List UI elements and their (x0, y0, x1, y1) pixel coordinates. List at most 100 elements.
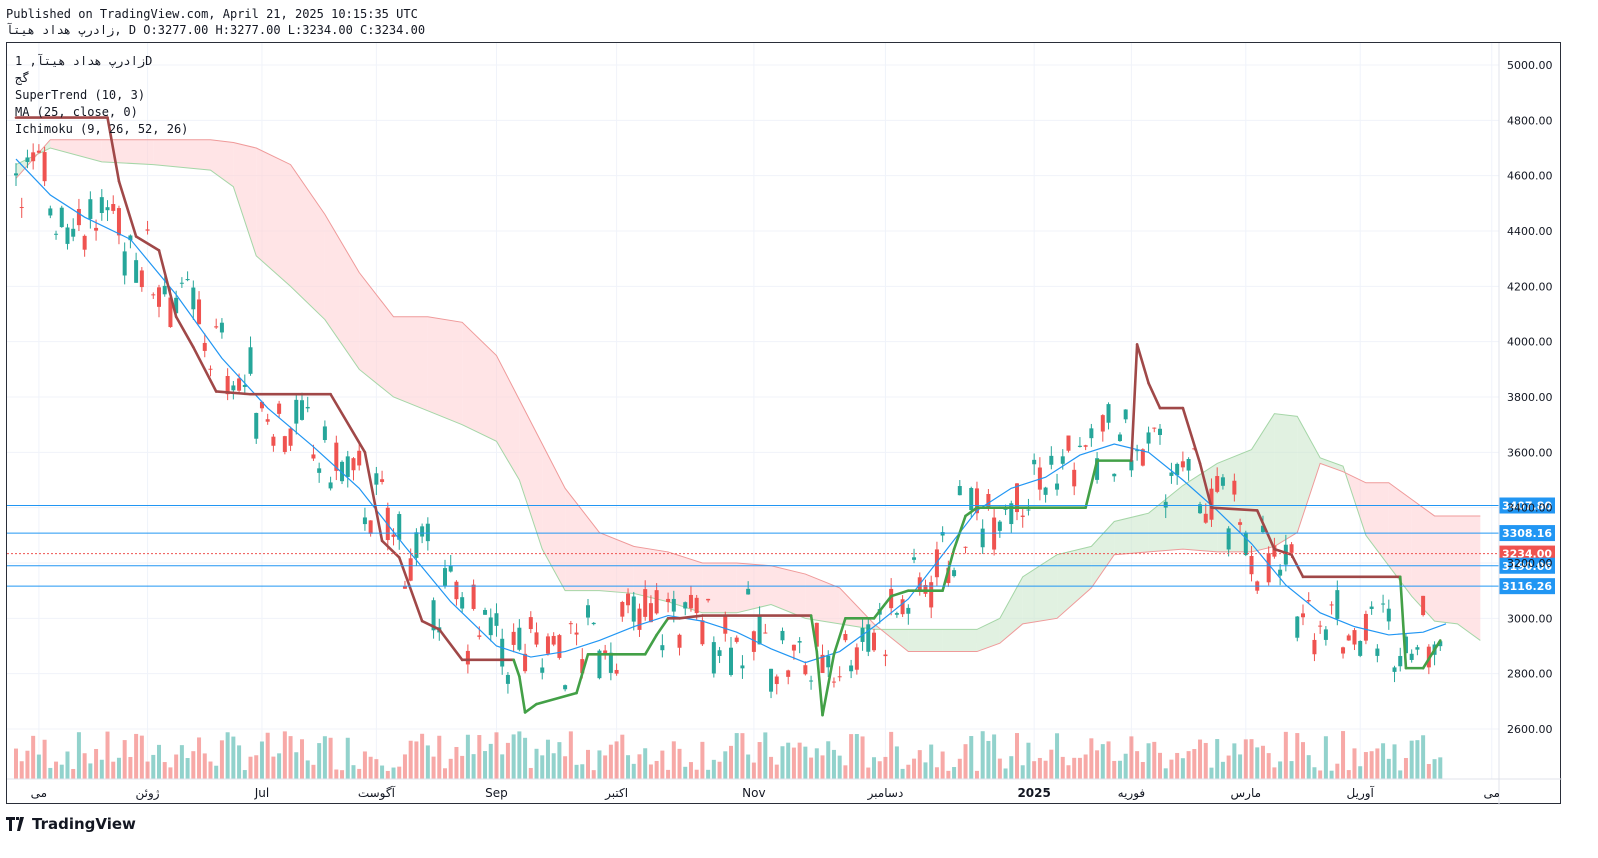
volume-bar (265, 732, 270, 779)
volume-bar (557, 742, 562, 779)
volume-bar (362, 751, 367, 779)
volume-bar (986, 740, 991, 779)
candle-body (1169, 472, 1174, 476)
candle-body (1106, 404, 1111, 423)
volume-bar (1352, 748, 1357, 779)
candle-body (36, 150, 41, 153)
volume-bar (465, 734, 470, 779)
candle-body (225, 376, 230, 395)
candle-body (757, 615, 762, 645)
candle-body (334, 442, 339, 471)
volume-bar (1123, 753, 1128, 779)
candle-body (174, 297, 179, 314)
supertrend-segment (1181, 406, 1202, 465)
price-label: 3116.26 (1502, 580, 1552, 593)
volume-bar (1255, 747, 1260, 779)
tradingview-brand[interactable]: TradingView (6, 815, 136, 833)
candle-body (88, 199, 93, 219)
x-tick-label: آوریل (1347, 785, 1375, 801)
candle-body (231, 385, 236, 391)
volume-bar (259, 741, 264, 779)
candle-body (357, 450, 362, 466)
candle-body (1203, 513, 1208, 523)
supertrend-segment (1084, 459, 1099, 509)
x-tick-label: اکتبر (604, 786, 628, 801)
candle-body (1180, 461, 1185, 468)
volume-bar (443, 768, 447, 779)
candle-body (1186, 458, 1191, 471)
volume-bar (145, 761, 150, 779)
volume-bar (1043, 760, 1048, 779)
volume-bar (1329, 770, 1334, 779)
volume-bar (374, 759, 379, 779)
supertrend-segment (952, 514, 967, 551)
tradingview-logo-icon (6, 817, 24, 831)
volume-bar (471, 754, 476, 779)
candle-body (940, 532, 945, 536)
price-label: 3234.00 (1502, 548, 1552, 561)
candle-body (1100, 415, 1105, 432)
candle-body (59, 207, 64, 228)
ichimoku-cloud-segment (324, 214, 360, 370)
candle-body (1220, 477, 1225, 486)
candle-body (1072, 469, 1077, 487)
candle-body (168, 297, 173, 328)
volume-bar (580, 764, 585, 779)
volume-bar (1163, 768, 1168, 779)
volume-bar (866, 767, 871, 779)
candle-body (340, 461, 345, 482)
volume-bar (826, 741, 831, 779)
volume-bar (1095, 750, 1100, 779)
volume-bar (1249, 739, 1254, 779)
ichimoku-cloud-segment (908, 629, 943, 652)
volume-bar (414, 741, 419, 779)
candle-body (465, 650, 470, 665)
legend-ichimoku[interactable]: Ichimoku (9, 26, 52, 26) (15, 122, 189, 136)
candle-body (145, 229, 150, 231)
supertrend-segment (809, 614, 819, 653)
x-tick-label: آگوست (358, 785, 396, 801)
supertrend-segment (872, 594, 893, 620)
candle-body (1363, 613, 1368, 641)
volume-bar (1055, 733, 1060, 779)
candle-body (368, 520, 373, 534)
candle-body (162, 285, 167, 295)
volume-bar (505, 742, 510, 779)
candle-body (1032, 459, 1037, 465)
ichimoku-cloud-segment (1365, 482, 1389, 566)
volume-bar (345, 737, 350, 779)
candle-body (454, 581, 459, 600)
volume-bar (317, 743, 322, 779)
supertrend-segment (363, 451, 384, 543)
candle-body (1175, 463, 1180, 476)
price-label-bg (1499, 525, 1555, 542)
candle-body (814, 622, 819, 647)
candle-body (1341, 647, 1346, 654)
candle-body (288, 428, 293, 446)
volume-bar (59, 764, 64, 779)
ichimoku-cloud-segment (942, 629, 977, 652)
chart-frame[interactable]: 3407.80 3308.16 3234.00 3190.06 3116.26 2600.… (6, 42, 1562, 805)
candle-body (1066, 435, 1071, 451)
price-label-bg (1499, 578, 1555, 595)
supertrend-segment (889, 589, 910, 598)
volume-bar (1209, 767, 1214, 779)
x-tick-label: 2025 (1017, 786, 1050, 800)
volume-bar (706, 769, 711, 779)
candle-body (1398, 655, 1403, 667)
candle-body (637, 608, 642, 630)
volume-bar (906, 764, 911, 779)
volume-bar (677, 748, 682, 779)
volume-bar (1077, 757, 1082, 779)
volume-bar (1415, 740, 1420, 779)
volume-bar (397, 766, 402, 779)
supertrend-segment (523, 702, 538, 714)
candle-body (505, 674, 510, 684)
legend-supertrend[interactable]: SuperTrend (10, 3) (15, 88, 146, 102)
candle-body (586, 605, 590, 618)
volume-bar (460, 755, 465, 779)
candle-body (889, 588, 894, 609)
legend-ma[interactable]: MA (25, close, 0) (15, 105, 138, 119)
candle-body (603, 650, 608, 654)
